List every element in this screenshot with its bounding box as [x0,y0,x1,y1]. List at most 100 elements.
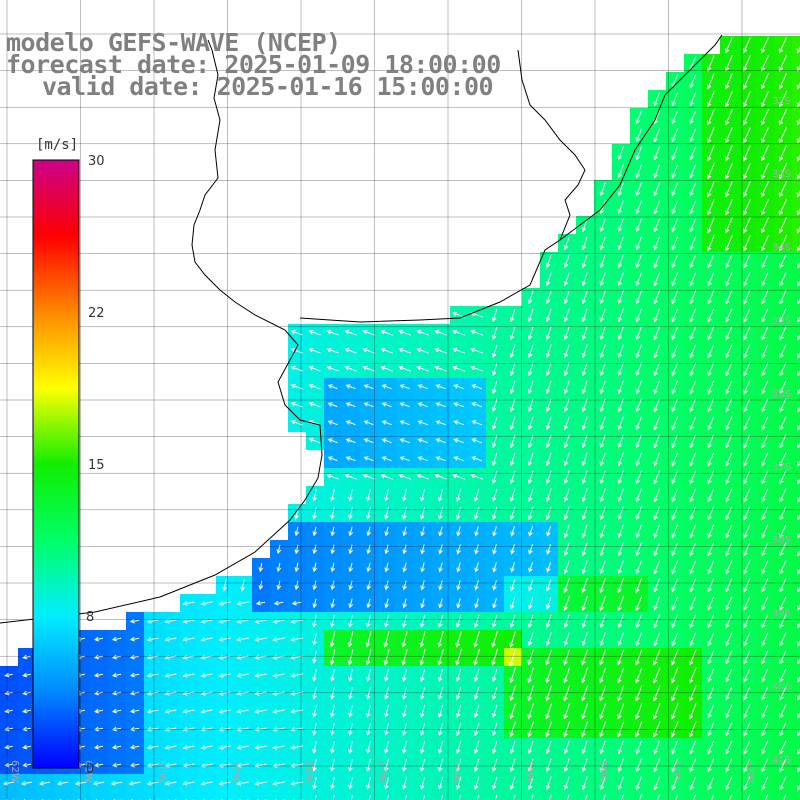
wind-cell [594,792,612,800]
wind-arrow [671,632,679,647]
wind-arrow [761,704,769,719]
wind-arrow [724,127,733,144]
wind-arrow [491,506,498,521]
wind-cell [450,792,468,800]
wind-arrow [725,524,733,539]
wind-arrow [653,758,660,773]
wind-arrow [545,416,552,431]
wind-arrow [671,398,679,413]
wind-arrow [653,254,660,269]
wind-arrow [254,619,267,624]
wind-arrow [146,637,159,642]
wind-arrow [312,489,317,502]
wind-arrow [437,506,444,520]
wind-arrow [348,489,353,502]
wind-arrow [689,200,697,215]
wind-arrow [671,416,679,431]
wind-arrow [330,615,335,628]
colorbar-tick-8: 8 [86,610,94,625]
wind-arrow [797,783,800,791]
lon-label: 57W [377,760,388,783]
wind-arrow [399,402,410,408]
wind-arrow [327,456,338,462]
wind-arrow [492,580,497,591]
wind-cell [144,792,162,800]
wind-arrow [725,308,733,323]
wind-arrow [528,544,534,555]
wind-arrow [510,544,515,555]
wind-arrow [671,290,679,305]
wind-arrow [689,632,697,647]
wind-cell [792,414,800,432]
wind-arrow [671,182,679,197]
wind-arrow [545,470,552,485]
wind-arrow [290,401,303,408]
wind-arrow [344,347,357,354]
wind-arrow [743,362,751,377]
wind-arrow [236,745,249,750]
wind-arrow [671,146,679,161]
wind-cell [486,792,504,800]
wind-arrow [455,506,462,521]
wind-arrow [707,73,715,90]
wind-arrow [438,544,443,555]
wind-arrow [779,758,787,773]
wind-arrow [399,438,410,444]
wind-arrow [419,631,426,648]
wind-arrow [742,235,751,252]
wind-arrow [491,326,498,341]
wind-arrow [599,380,606,395]
wind-arrow [797,657,800,665]
wind-arrow [272,727,285,732]
wind-arrow [617,182,624,197]
wind-arrow [797,297,800,305]
wind-arrow [129,672,140,678]
wind-arrow [384,614,389,628]
wind-arrow [761,722,769,737]
wind-arrow [330,526,336,537]
wind-arrow [617,344,624,359]
wind-arrow [635,577,643,594]
wind-arrow [545,344,552,359]
wind-cell [792,756,800,774]
wind-arrow [581,380,588,395]
wind-arrow [276,562,282,573]
wind-arrow [760,163,769,180]
wind-arrow [509,362,516,377]
wind-arrow [671,703,679,720]
wind-arrow [797,585,800,593]
wind-arrow [689,560,697,575]
lat-label: 34S [772,242,791,253]
wind-arrow [419,668,426,683]
wind-arrow [779,776,787,791]
wind-cell [792,180,800,198]
wind-arrow [398,473,411,480]
wind-arrow [671,488,679,503]
wind-cell [792,738,800,756]
wind-arrow [236,601,249,606]
wind-cell [180,792,198,800]
wind-arrow [384,562,389,573]
wind-arrow [617,488,624,503]
wind-arrow [617,200,624,215]
wind-arrow [742,73,751,90]
wind-arrow [671,344,679,359]
wind-arrow [22,708,31,714]
wind-arrow [308,347,321,354]
wind-arrow [509,488,516,503]
wind-arrow [778,127,787,144]
wind-arrow [563,614,570,629]
wind-cell [792,342,800,360]
wind-arrow [599,182,606,197]
wind-arrow [419,776,426,791]
wind-arrow [294,580,300,591]
wind-arrow [417,456,428,462]
wind-cell [792,630,800,648]
wind-arrow [527,416,534,431]
wind-arrow [473,649,480,666]
wind-arrow [671,218,679,233]
wind-arrow [635,218,642,233]
wind-arrow [653,632,660,647]
wind-arrow [743,452,751,467]
wind-arrow [707,181,715,198]
